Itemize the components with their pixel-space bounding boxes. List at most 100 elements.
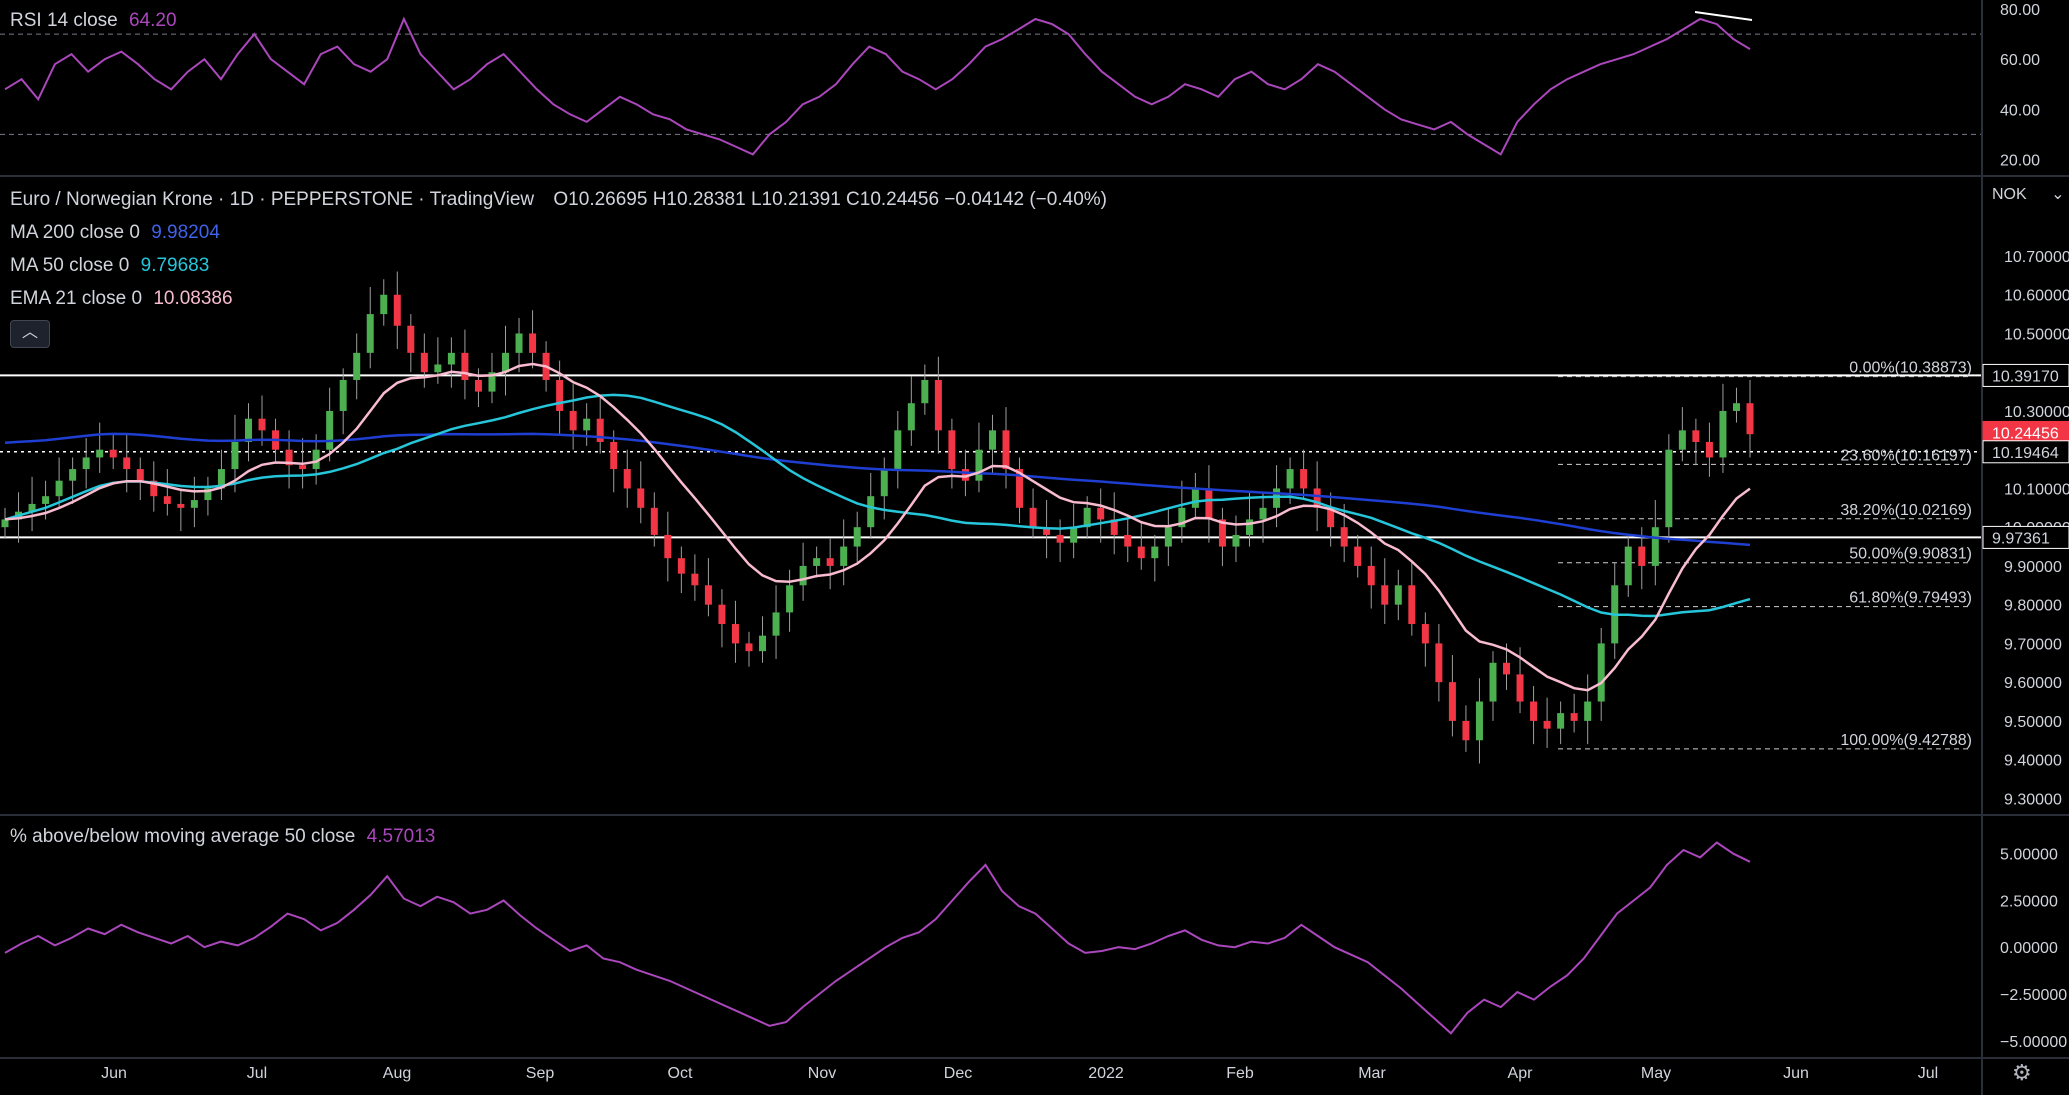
candle-body [123, 457, 131, 470]
x-tick-label: Nov [808, 1065, 836, 1082]
candle-body [813, 558, 821, 566]
candle-body [1584, 701, 1592, 721]
candle-body [1638, 546, 1646, 566]
candle-body [569, 410, 577, 431]
candle-body [745, 643, 753, 652]
ema21-label: EMA 21 close 0 [10, 288, 143, 309]
main-legend: Euro / Norwegian Krone · 1D · PEPPERSTON… [10, 189, 1113, 211]
candle-body [934, 379, 942, 431]
collapse-legend-button[interactable]: ︿ [10, 320, 50, 348]
price-y-tick-label: 10.70000 [2004, 249, 2069, 266]
candle-body [447, 352, 455, 365]
ma50-legend[interactable]: MA 50 close 0 9.79683 [10, 255, 215, 277]
price-y-tick-label: 10.60000 [2004, 288, 2069, 305]
candle-body [772, 612, 780, 636]
candle-body [583, 418, 591, 431]
price-y-tick-label: 9.50000 [2004, 714, 2062, 731]
ema21-value: 10.08386 [153, 288, 233, 309]
candle-body [1016, 469, 1024, 508]
ma50-label: MA 50 close 0 [10, 255, 130, 276]
price-tag-label: 10.39170 [1992, 368, 2059, 385]
candle-body [1435, 643, 1443, 683]
candle-body [1462, 720, 1470, 741]
price-pane: 0.00%(10.38873) 23.60%(10.16197) 38.20%(10… [0, 271, 1982, 764]
fib-level-label: 38.20%(10.02169) [1840, 502, 1972, 519]
candle-body [1245, 519, 1253, 535]
candle-body [1070, 527, 1078, 543]
rsi-trendline [1694, 11, 1753, 21]
candle-body [975, 449, 983, 481]
candle-body [1543, 720, 1551, 729]
candle-body [1218, 519, 1226, 547]
ma200-label: MA 200 close 0 [10, 222, 140, 243]
fib-level-label: 23.60%(10.16197) [1840, 447, 1972, 464]
candle-body [55, 480, 63, 497]
rsi-pane [0, 11, 1982, 156]
candle-body [826, 558, 834, 566]
ma200-legend[interactable]: MA 200 close 0 9.98204 [10, 222, 226, 244]
candle-body [691, 573, 699, 586]
candle-body [556, 379, 564, 411]
candle-body [82, 457, 90, 470]
candle-body [1232, 534, 1240, 547]
candle-body [244, 418, 252, 442]
candle-body [1719, 410, 1727, 458]
x-tick-label: Jun [1783, 1065, 1809, 1082]
currency-selector[interactable]: NOK ⌄ [1992, 184, 2065, 204]
candle-body [1164, 527, 1172, 547]
candle-body [488, 372, 496, 392]
x-tick-label: Jun [101, 1065, 127, 1082]
ma50-value: 9.79683 [140, 255, 210, 276]
candle-body [610, 441, 618, 470]
price-y-tick-label: 9.70000 [2004, 636, 2062, 653]
price-y-tick-label: 9.80000 [2004, 598, 2062, 615]
candle-body [96, 449, 104, 458]
ma200-line [4, 432, 1751, 547]
pct-ma-line [4, 841, 1751, 1035]
candle-body [353, 352, 361, 380]
price-y-tick-label: 9.90000 [2004, 559, 2062, 576]
candle-body [163, 496, 171, 504]
price-tag [1982, 525, 2069, 549]
candle-body [664, 534, 672, 559]
x-tick-label: Aug [383, 1065, 411, 1082]
candle-body [1367, 565, 1375, 586]
currency-label: NOK [1992, 186, 2027, 203]
symbol-title[interactable]: Euro / Norwegian Krone · 1D · PEPPERSTON… [10, 189, 535, 210]
candle-body [759, 635, 767, 652]
candle-body [1651, 527, 1659, 566]
price-tag-label: 9.97361 [1992, 530, 2050, 547]
price-y-tick-label: 9.40000 [2004, 753, 2062, 770]
ema21-legend[interactable]: EMA 21 close 0 10.08386 [10, 288, 239, 310]
pct-y-tick-label: 2.50000 [2000, 893, 2058, 910]
ma200-value: 9.98204 [151, 222, 220, 243]
price-y-tick-label: 9.30000 [2004, 791, 2062, 808]
candle-body [1313, 488, 1321, 508]
rsi-legend-value: 64.20 [129, 10, 177, 31]
candle-body [366, 314, 374, 353]
candle-body [1354, 546, 1362, 566]
candle-body [190, 500, 198, 508]
candle-body [1286, 469, 1294, 489]
candle-body [1273, 488, 1281, 508]
rsi-legend-label: RSI 14 close [10, 10, 118, 31]
candle-body [704, 585, 712, 605]
candle-body [1570, 713, 1578, 721]
rsi-y-tick-label: 20.00 [2000, 152, 2040, 169]
candle-body [502, 352, 510, 373]
candle-body [840, 546, 848, 566]
chevron-up-icon: ︿ [21, 324, 38, 341]
pct-y-tick-label: −2.50000 [2000, 987, 2067, 1004]
candle-body [1097, 507, 1105, 520]
candle-body [1083, 507, 1091, 528]
x-tick-label: 2022 [1088, 1065, 1124, 1082]
candle-body [1300, 469, 1308, 489]
candle-body [650, 507, 658, 535]
rsi-y-tick-label: 40.00 [2000, 102, 2040, 119]
gear-icon[interactable]: ⚙ [2012, 1060, 2032, 1085]
candle-body [637, 488, 645, 508]
candle-body [1124, 534, 1132, 547]
pct-ma-pane [4, 841, 1751, 1035]
